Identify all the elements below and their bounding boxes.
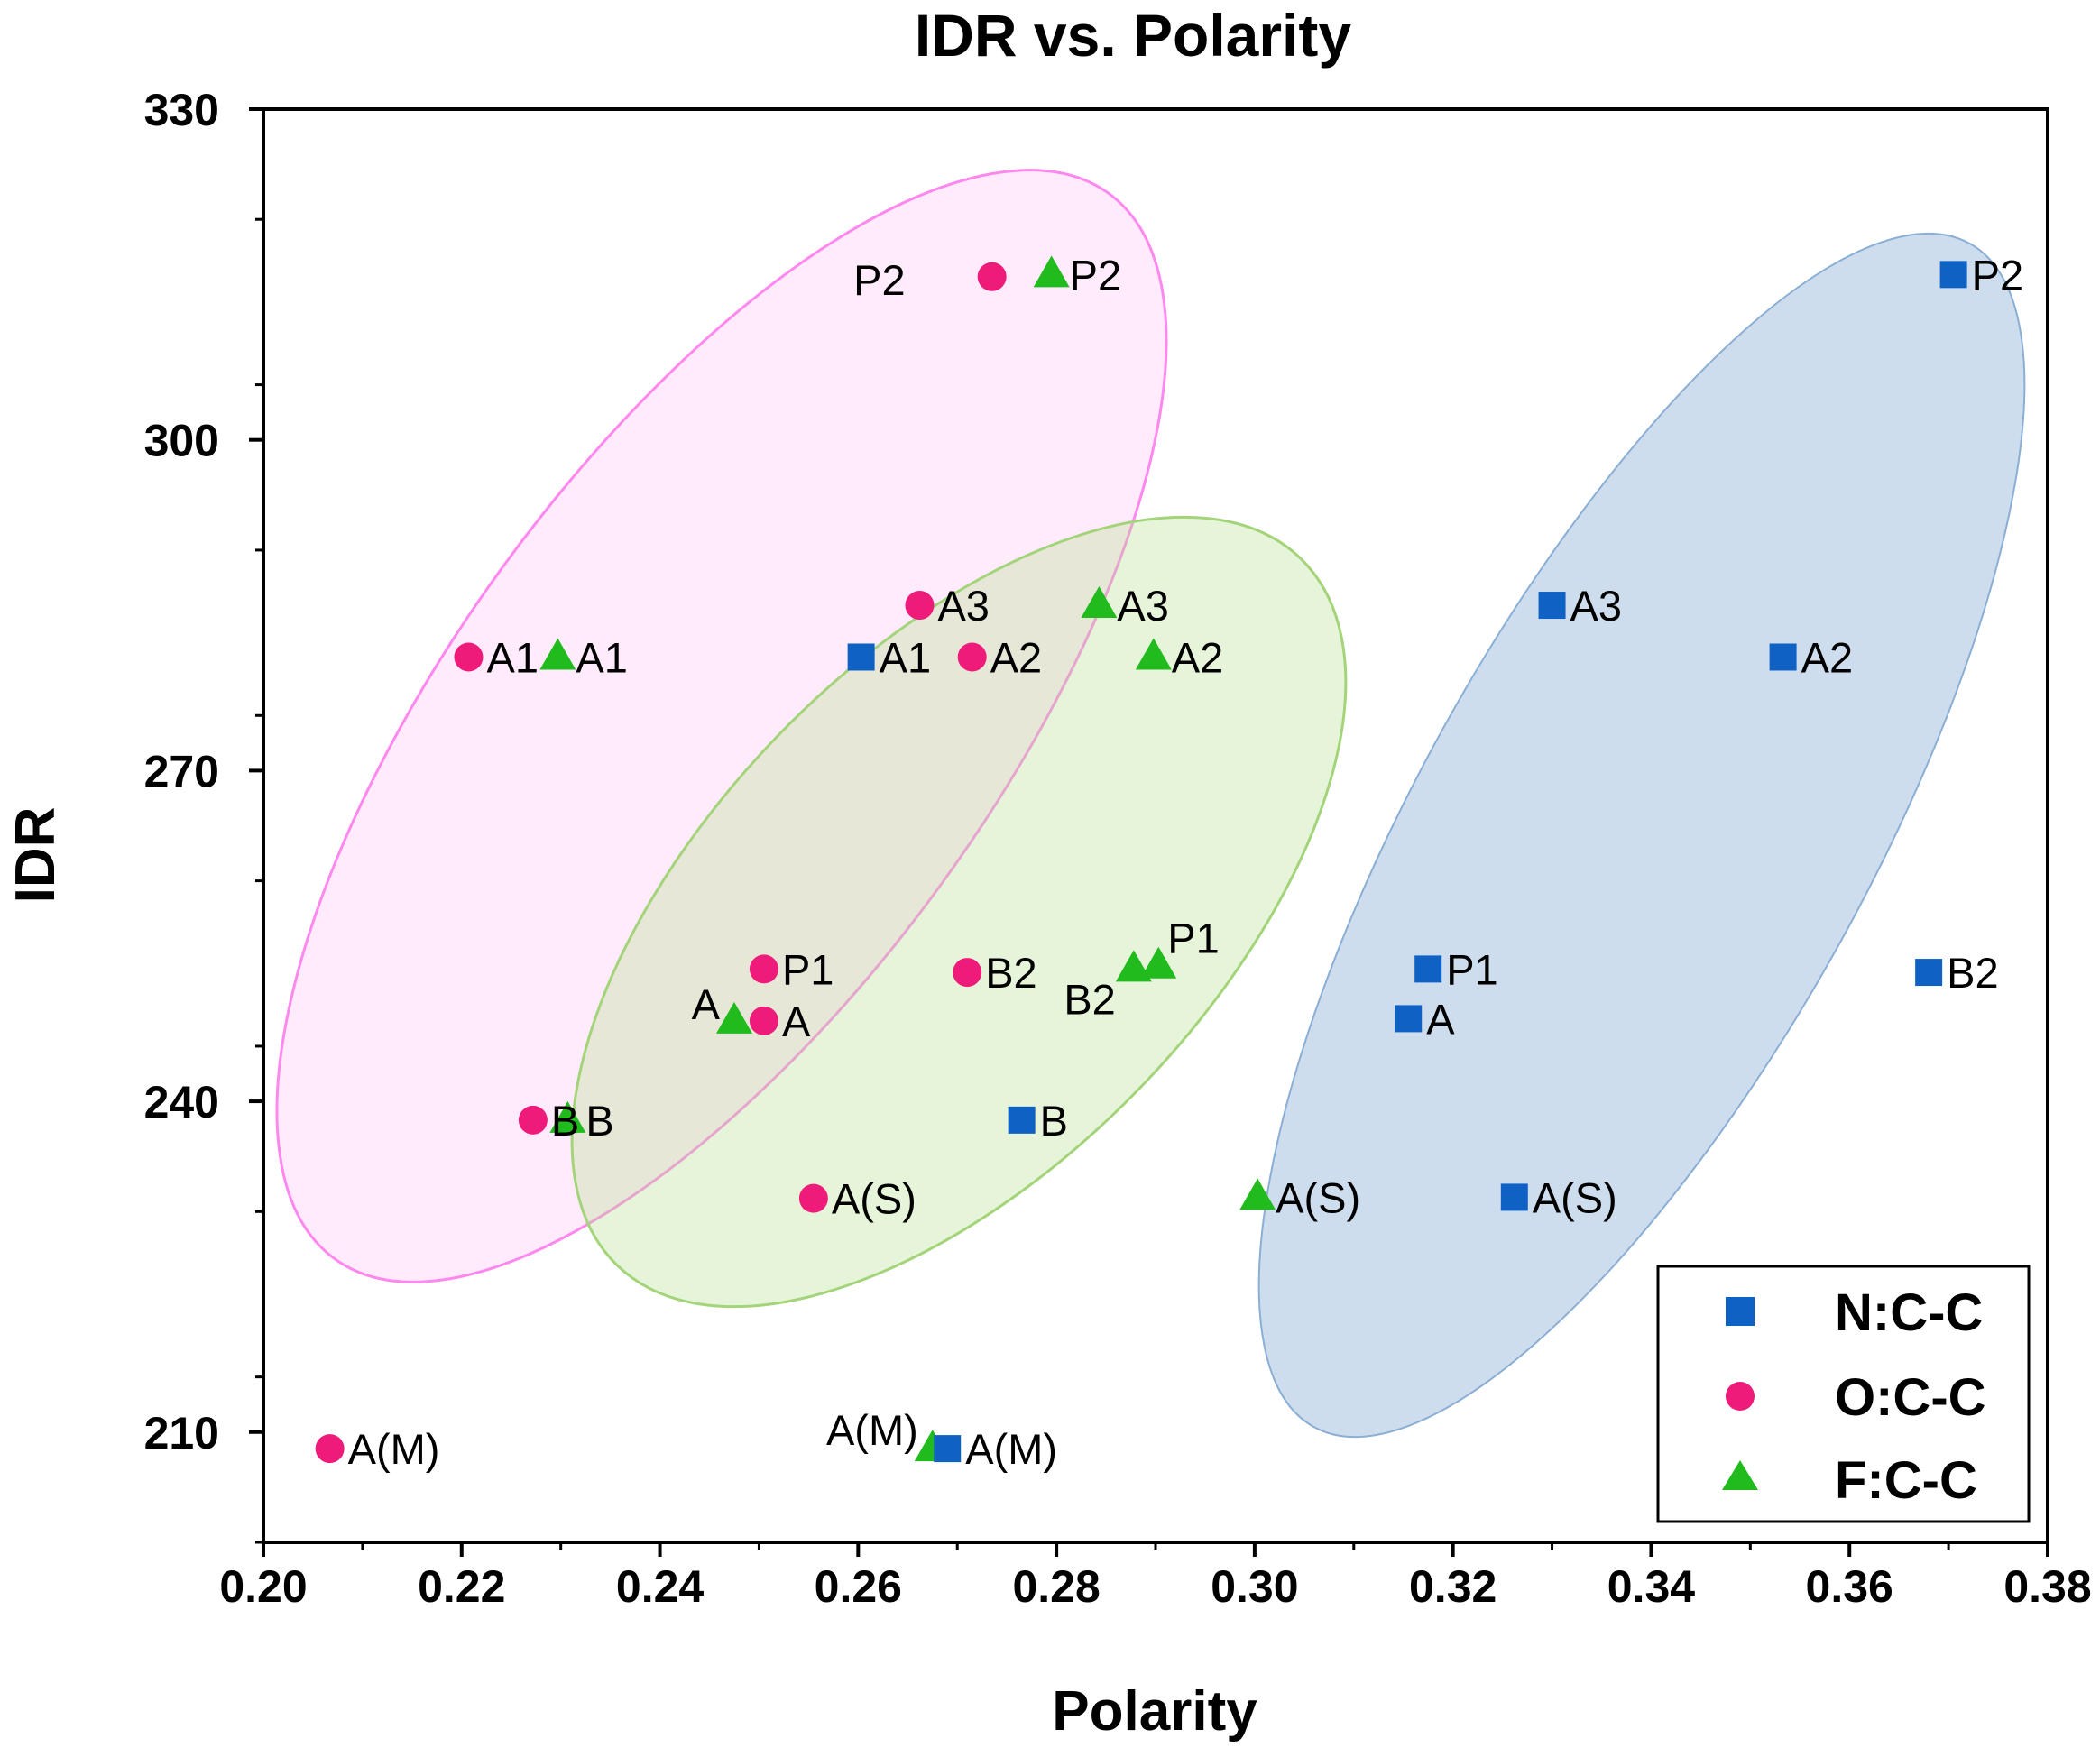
f-cc-point-P2 xyxy=(1033,255,1070,288)
o-cc-point-A1 xyxy=(454,642,484,672)
point-label-A(M): A(M) xyxy=(348,1425,440,1473)
point-label-B2: B2 xyxy=(985,949,1037,997)
x-tick-label: 0.22 xyxy=(418,1561,505,1612)
y-axis-title: IDR xyxy=(5,807,67,904)
point-label-A: A xyxy=(692,980,721,1028)
f-cc-point-P1 xyxy=(1140,946,1177,979)
point-label-A2: A2 xyxy=(1172,633,1224,681)
n-cc-point-A(S) xyxy=(1500,1183,1528,1211)
point-label-P1: P1 xyxy=(782,945,834,993)
point-label-A(S): A(S) xyxy=(1276,1173,1360,1221)
n-cc-point-P2 xyxy=(1939,261,1967,289)
x-axis-title: Polarity xyxy=(1052,1680,1257,1743)
point-label-A2: A2 xyxy=(1801,633,1854,681)
point-label-A(M): A(M) xyxy=(826,1406,918,1454)
y-tick-label: 210 xyxy=(144,1408,219,1458)
point-label-A: A xyxy=(782,998,811,1045)
o-cc-point-A xyxy=(749,1006,778,1035)
cluster-ellipses xyxy=(275,169,2026,1439)
axis-ticks: 0.20 0.22 0.24 0.26 0.28 0.30 0.32 0.34 0.36 0.38… xyxy=(144,85,2092,1612)
f-cc-point-A(S) xyxy=(1239,1178,1276,1210)
x-tick-label: 0.20 xyxy=(219,1561,307,1612)
y-tick-label: 270 xyxy=(144,746,219,796)
y-tick-label: 240 xyxy=(144,1077,219,1127)
o-cc-point-A(S) xyxy=(798,1183,828,1213)
legend-label-fluorine: F:C-C xyxy=(1835,1451,1977,1510)
x-tick-label: 0.24 xyxy=(616,1561,705,1612)
o-cc-point-P1 xyxy=(749,954,778,984)
n-cc-point-B2 xyxy=(1915,959,1943,987)
legend-box xyxy=(1656,1265,2031,1523)
f-cc-point-A2 xyxy=(1135,638,1172,670)
o-cc-point-A(M) xyxy=(315,1434,345,1464)
n-cc-point-A xyxy=(1395,1005,1423,1033)
point-label-A3: A3 xyxy=(937,582,990,630)
legend-square-icon xyxy=(1726,1297,1755,1326)
point-label-P2: P2 xyxy=(853,256,906,304)
point-label-A: A xyxy=(1426,995,1455,1043)
o-cc-point-P2 xyxy=(977,262,1007,291)
point-label-A(S): A(S) xyxy=(1533,1173,1617,1221)
point-label-B2: B2 xyxy=(1947,949,1999,997)
data-points xyxy=(315,255,1967,1464)
point-label-B: B xyxy=(551,1097,579,1145)
x-tick-label: 0.26 xyxy=(815,1561,902,1612)
n-cc-point-P1 xyxy=(1414,955,1442,983)
o-cc-point-B xyxy=(518,1105,548,1135)
x-tick-label: 0.32 xyxy=(1409,1561,1497,1612)
point-label-A1: A1 xyxy=(486,633,539,681)
ellipse-nitrogen-cluster xyxy=(1257,232,2026,1439)
f-cc-point-B2 xyxy=(1115,950,1152,982)
point-label-P2: P2 xyxy=(1070,251,1122,299)
n-cc-point-A1 xyxy=(847,643,875,671)
x-tick-label: 0.38 xyxy=(2003,1561,2091,1612)
x-tick-label: 0.30 xyxy=(1211,1561,1298,1612)
ellipse-fluorine-cluster xyxy=(570,515,1348,1309)
x-tick-label: 0.28 xyxy=(1012,1561,1100,1612)
f-cc-point-A xyxy=(715,1001,752,1034)
f-cc-point-B xyxy=(549,1100,586,1133)
legend-label-nitrogen: N:C-C xyxy=(1835,1283,1983,1342)
o-cc-point-A2 xyxy=(957,642,987,672)
n-cc-point-A3 xyxy=(1538,592,1566,620)
y-tick-label: 300 xyxy=(144,416,219,466)
x-tick-label: 0.34 xyxy=(1607,1561,1696,1612)
point-label-B: B xyxy=(1040,1097,1068,1145)
point-label-P1: P1 xyxy=(1167,915,1220,962)
point-label-A1: A1 xyxy=(576,633,628,681)
f-cc-point-A1 xyxy=(539,638,576,670)
point-label-B: B xyxy=(585,1097,613,1145)
point-label-P2: P2 xyxy=(1972,251,2024,299)
point-label-A(M): A(M) xyxy=(965,1425,1057,1473)
y-tick-label: 330 xyxy=(144,85,219,135)
point-label-A3: A3 xyxy=(1117,582,1169,630)
point-label-A3: A3 xyxy=(1570,582,1623,630)
point-label-A2: A2 xyxy=(990,633,1043,681)
n-cc-point-A2 xyxy=(1769,643,1797,671)
chart-title: IDR vs. Polarity xyxy=(915,2,1351,69)
o-cc-point-B2 xyxy=(953,958,982,988)
legend-circle-icon xyxy=(1726,1382,1755,1411)
point-label-B2: B2 xyxy=(1064,975,1116,1023)
f-cc-point-A3 xyxy=(1081,586,1118,619)
point-label-A1: A1 xyxy=(880,633,932,681)
n-cc-point-B xyxy=(1008,1106,1036,1134)
n-cc-point-A(M) xyxy=(934,1435,962,1463)
point-label-A(S): A(S) xyxy=(832,1175,916,1223)
legend-triangle-icon xyxy=(1722,1460,1758,1490)
x-tick-label: 0.36 xyxy=(1806,1561,1893,1612)
legend-label-oxygen: O:C-C xyxy=(1835,1368,1986,1427)
point-label-P1: P1 xyxy=(1446,945,1498,993)
o-cc-point-A3 xyxy=(905,591,935,621)
legend: N:C-C O:C-C F:C-C xyxy=(1656,1265,2031,1523)
ellipse-oxygen-cluster xyxy=(275,169,1168,1283)
